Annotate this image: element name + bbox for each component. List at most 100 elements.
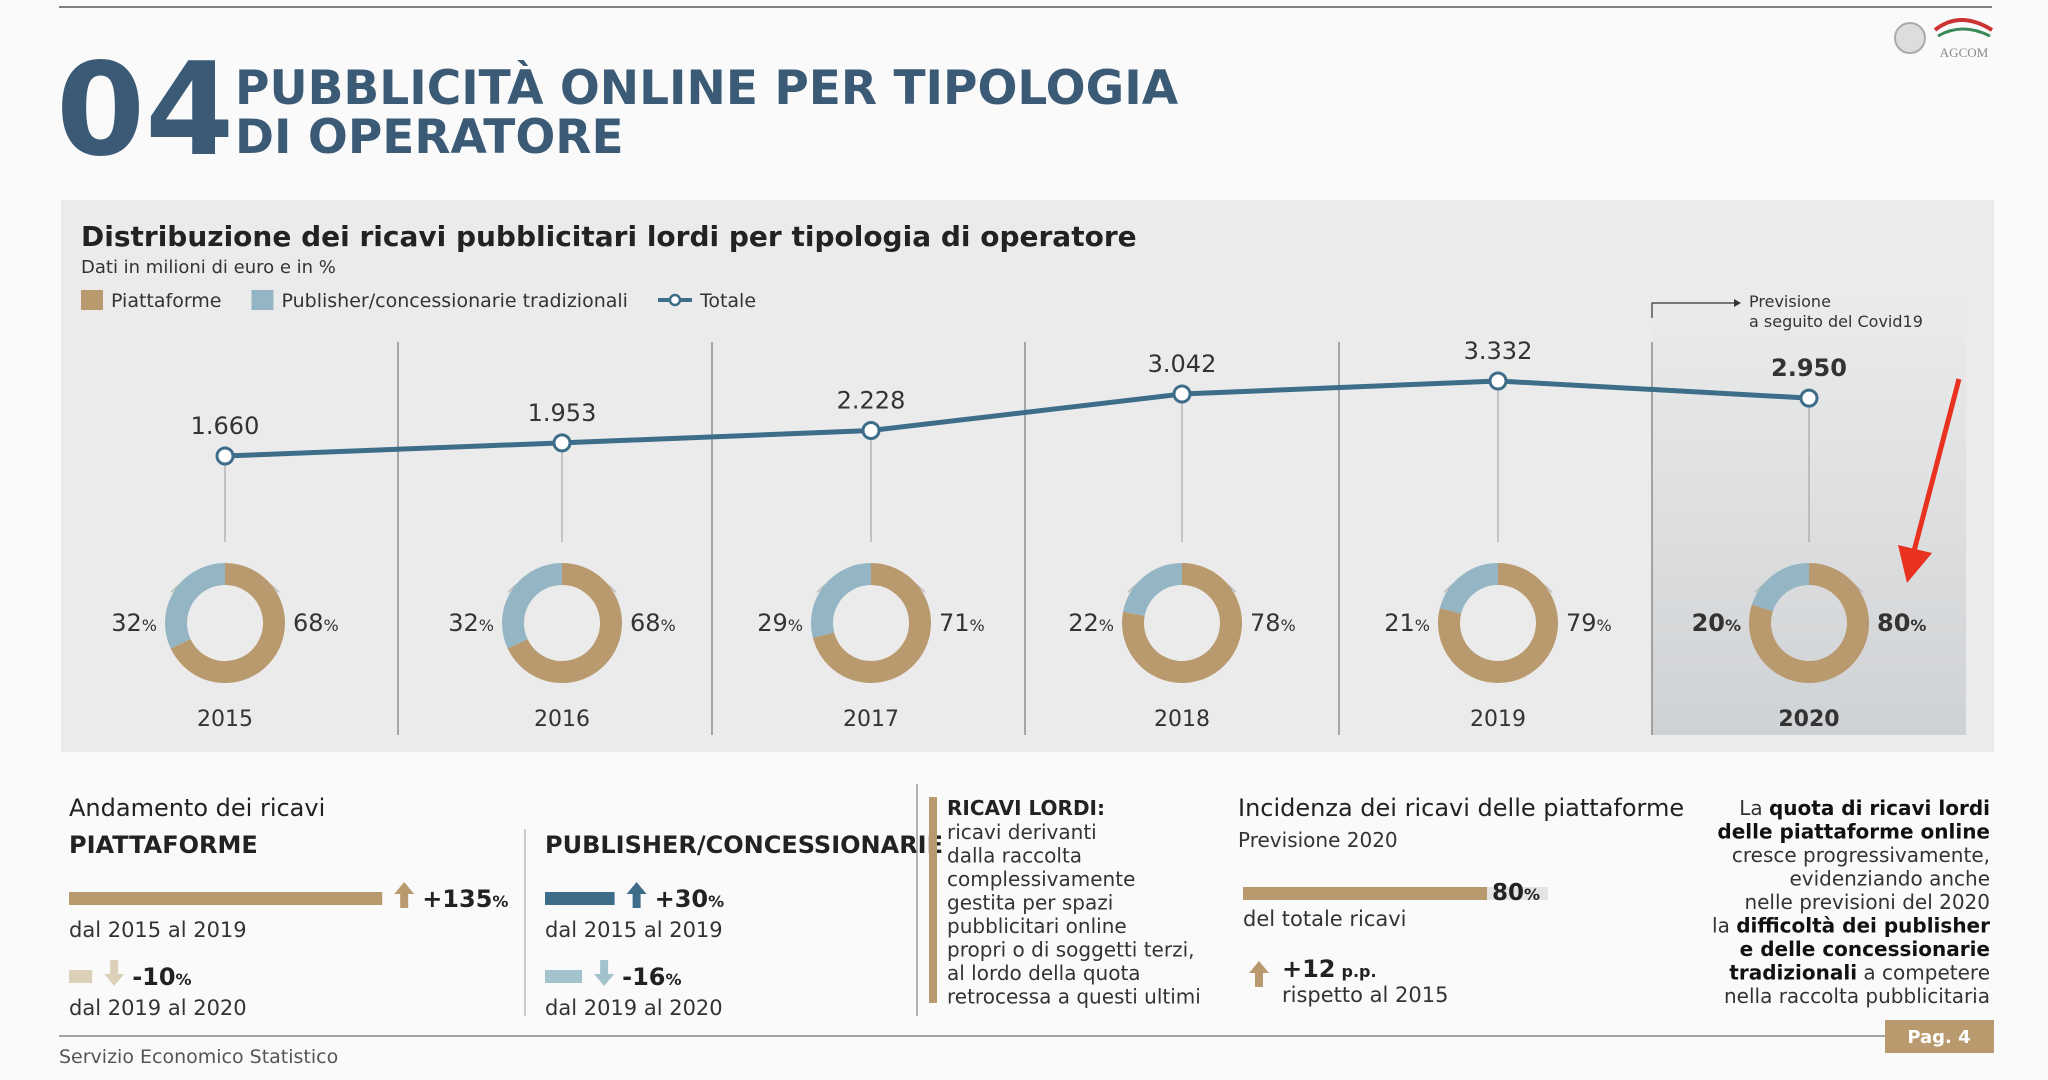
donut-unit: % [1099, 616, 1114, 635]
definition-line: pubblicitari online [947, 914, 1127, 938]
total-point [1488, 371, 1508, 391]
arrow-up [626, 882, 647, 908]
arrow-up [394, 882, 415, 908]
arrow-down [104, 960, 125, 986]
donut-value: 79 [1566, 609, 1597, 637]
donut-value: 68 [630, 609, 661, 637]
note-run: delle piattaforme online [1717, 820, 1990, 844]
note-run: cresce progressivamente, [1732, 843, 1990, 867]
donut-value: 78 [1250, 609, 1281, 637]
donut-unit: % [661, 616, 676, 635]
donut-unit: % [1910, 616, 1926, 635]
note-run: nelle previsioni del 2020 [1744, 890, 1990, 914]
incidence-change-value: +12 [1282, 955, 1336, 983]
forecast-arrowhead [1734, 299, 1741, 307]
donut-label: 68% [630, 609, 676, 637]
legend-swatch [251, 290, 274, 310]
donut-label: 68% [293, 609, 339, 637]
note-run: La [1739, 796, 1769, 820]
incidence-title: Incidenza dei ricavi delle piattaforme [1238, 794, 1684, 822]
legend-marker [668, 293, 682, 307]
donut-unit: % [479, 616, 494, 635]
total-point [1799, 388, 1819, 408]
red-arrow-head [1898, 545, 1932, 583]
change-bar [69, 892, 383, 905]
incidence-caption: del totale ricavi [1243, 907, 1407, 931]
incidence-subtitle: Previsione 2020 [1238, 828, 1398, 852]
section-number: 04 [56, 36, 234, 185]
donut-label: 29% [757, 609, 803, 637]
change-label: -16% [622, 963, 681, 991]
year-label: 2018 [1154, 707, 1210, 732]
total-label: 1.660 [191, 412, 260, 440]
definition-line: gestita per spazi [947, 891, 1113, 915]
chart-subtitle: Dati in milioni di euro e in % [81, 257, 336, 278]
donut-label: 20% [1692, 609, 1741, 637]
donut-label: 79% [1566, 609, 1612, 637]
logo-text: AGCOM [1940, 45, 1989, 60]
change-value: +30 [655, 885, 709, 913]
change-period: dal 2015 al 2019 [69, 918, 247, 942]
section-subtitle: PIATTAFORME [69, 831, 258, 859]
donut-label: 32% [111, 609, 157, 637]
note-line: nella raccolta pubblicitaria [1724, 984, 1990, 1008]
donut-value: 32 [111, 609, 142, 637]
donut-unit: % [324, 616, 339, 635]
donut-segment [502, 563, 563, 649]
total-point [861, 421, 881, 441]
donut-segment [1123, 563, 1183, 617]
change-period: dal 2019 al 2020 [545, 996, 723, 1020]
donut-label: 71% [939, 609, 985, 637]
total-point [215, 446, 235, 466]
donut-label: 80% [1877, 609, 1926, 637]
donut-label: 32% [448, 609, 494, 637]
incidence-bar [1243, 887, 1487, 900]
note-run: e delle concessionarie [1740, 937, 1990, 961]
change-value: -10 [132, 963, 175, 991]
note-run: quota di ricavi lordi [1769, 796, 1990, 820]
donut-segment [507, 563, 622, 683]
donut-segment [1439, 563, 1499, 615]
donut-unit: % [1415, 616, 1430, 635]
year-label: 2017 [843, 707, 899, 732]
note-line: tradizionali a competere [1729, 961, 1990, 985]
total-line [224, 378, 1810, 459]
change-unit: % [708, 892, 724, 911]
note-line: evidenziando anche [1789, 867, 1990, 891]
note-run: evidenziando anche [1789, 867, 1990, 891]
legend-label: Publisher/concessionarie tradizionali [282, 290, 628, 312]
donut-segment [812, 563, 931, 683]
legend-swatch [81, 290, 103, 310]
note-run: tradizionali [1729, 961, 1857, 985]
donut-segment [170, 563, 285, 683]
definition-title: RICAVI LORDI: [947, 796, 1105, 820]
total-label: 2.950 [1771, 354, 1847, 382]
change-bar [545, 892, 615, 905]
note-run: nella raccolta pubblicitaria [1724, 984, 1990, 1008]
total-point [552, 433, 572, 453]
donut-value: 20 [1692, 609, 1725, 637]
page-title: DI OPERATORE [235, 110, 624, 165]
note-line: delle piattaforme online [1717, 820, 1990, 844]
donut-segment [1749, 563, 1869, 683]
forecast-annotation: a seguito del Covid19 [1749, 312, 1923, 331]
definition-line: dalla raccolta [947, 844, 1082, 868]
change-bar [69, 970, 93, 983]
donut-value: 22 [1068, 609, 1099, 637]
donut-value: 21 [1384, 609, 1415, 637]
incidence-change-unit: p.p. [1342, 962, 1377, 981]
donut-segment [1751, 563, 1810, 612]
note-run: difficoltà dei publisher [1736, 914, 1990, 938]
donut-unit: % [1281, 616, 1296, 635]
donut-segment [1438, 563, 1558, 683]
page-badge [1885, 1020, 1994, 1053]
logo-swoosh [1937, 27, 1991, 38]
year-label: 2016 [534, 707, 590, 732]
incidence-label: 80% [1492, 880, 1540, 906]
change-period: dal 2015 al 2019 [545, 918, 723, 942]
incidence-value: 80 [1492, 880, 1524, 906]
donut-segment [165, 563, 226, 649]
